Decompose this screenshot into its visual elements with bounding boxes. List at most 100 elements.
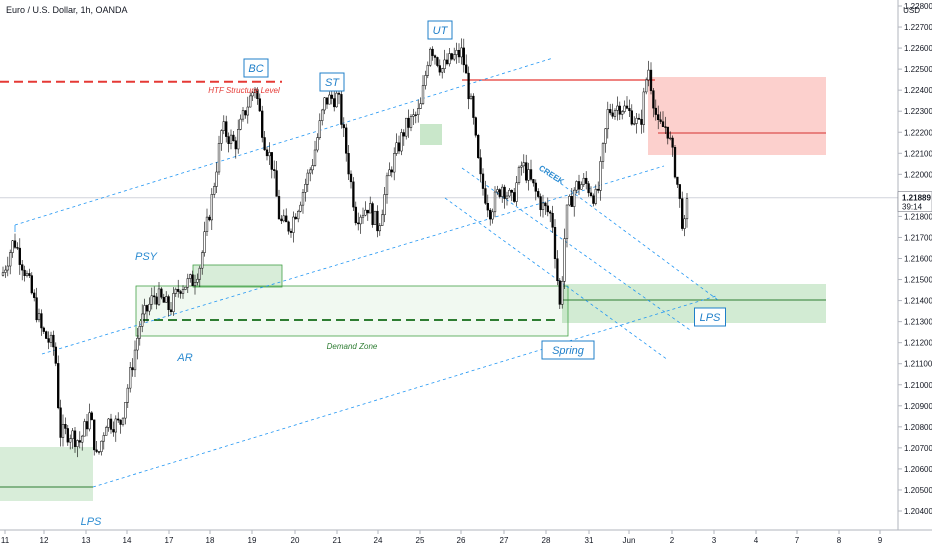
candle bbox=[210, 188, 213, 231]
x-tick-label: 13 bbox=[82, 536, 91, 545]
x-tick-label: 20 bbox=[291, 536, 300, 545]
candle bbox=[611, 103, 614, 119]
annotation-lps: LPS bbox=[81, 516, 102, 528]
bull-candle-body bbox=[189, 274, 192, 279]
bear-candle-body bbox=[678, 184, 681, 199]
candle bbox=[671, 135, 674, 157]
bear-candle-body bbox=[244, 110, 247, 116]
htf-structure-label: HTF Structure Level bbox=[208, 86, 280, 95]
candle bbox=[477, 133, 480, 159]
bear-candle-body bbox=[640, 119, 643, 125]
candle bbox=[292, 211, 295, 243]
creek-channel-1 bbox=[461, 167, 691, 331]
bear-candle-body bbox=[431, 48, 434, 56]
bear-candle-body bbox=[402, 132, 405, 137]
candle bbox=[640, 109, 643, 134]
candle bbox=[306, 169, 309, 193]
y-tick-label: 1.22700 bbox=[904, 23, 932, 32]
x-tick-label: 26 bbox=[457, 536, 466, 545]
candle bbox=[676, 176, 679, 189]
bear-candle-body bbox=[66, 428, 69, 443]
candle bbox=[491, 208, 494, 224]
bull-candle-body bbox=[323, 97, 326, 111]
candle bbox=[261, 105, 264, 143]
candle bbox=[342, 117, 345, 137]
bull-candle-body bbox=[647, 69, 650, 81]
candle bbox=[553, 219, 557, 269]
candle bbox=[489, 207, 492, 226]
bear-candle-body bbox=[659, 119, 662, 122]
bull-candle-body bbox=[215, 171, 218, 187]
candle bbox=[673, 144, 677, 179]
bull-candle-body bbox=[186, 278, 189, 288]
psy-zone bbox=[192, 264, 283, 288]
bull-candle-body bbox=[299, 204, 302, 212]
candle bbox=[414, 111, 417, 124]
candle bbox=[609, 103, 612, 116]
x-tick-label: 12 bbox=[40, 536, 49, 545]
bear-candle-body bbox=[85, 421, 89, 430]
candle bbox=[157, 281, 161, 306]
bull-candle-body bbox=[105, 427, 108, 436]
bull-candle-body bbox=[508, 189, 511, 197]
bull-candle-body bbox=[491, 211, 494, 220]
bull-candle-body bbox=[328, 94, 331, 105]
bull-candle-body bbox=[443, 59, 446, 69]
candle bbox=[167, 294, 170, 317]
candle bbox=[666, 126, 669, 145]
candle bbox=[16, 242, 19, 250]
bull-candle-body bbox=[645, 79, 648, 93]
bull-candle-body bbox=[685, 198, 689, 220]
candle bbox=[582, 173, 585, 188]
candle bbox=[678, 184, 681, 208]
bear-candle-body bbox=[676, 176, 679, 185]
candle bbox=[522, 154, 525, 174]
bear-candle-body bbox=[232, 134, 235, 141]
demand-zone-low bbox=[0, 447, 93, 501]
candle bbox=[369, 196, 372, 214]
candle bbox=[455, 42, 458, 64]
candle bbox=[241, 106, 245, 122]
candle bbox=[246, 96, 249, 124]
bull-candle-body bbox=[148, 303, 151, 312]
candle bbox=[532, 179, 535, 187]
bull-candle-body bbox=[229, 134, 233, 144]
candle bbox=[321, 108, 324, 126]
candle bbox=[78, 431, 81, 449]
bull-candle-body bbox=[520, 165, 523, 168]
bear-candle-body bbox=[16, 247, 19, 249]
supply-zone bbox=[648, 77, 826, 155]
bear-candle-body bbox=[467, 72, 470, 100]
bear-candle-body bbox=[256, 89, 259, 99]
candle bbox=[18, 238, 21, 275]
bear-candle-body bbox=[589, 192, 593, 197]
bull-candle-body bbox=[71, 430, 74, 439]
bear-candle-body bbox=[450, 53, 453, 60]
candle bbox=[407, 109, 410, 138]
candle bbox=[318, 113, 321, 140]
bear-candle-body bbox=[261, 110, 264, 138]
candle bbox=[263, 130, 266, 151]
bear-candle-body bbox=[397, 142, 401, 152]
bull-candle-body bbox=[635, 117, 638, 124]
candle bbox=[433, 54, 437, 65]
bull-candle-body bbox=[222, 121, 225, 131]
bear-candle-body bbox=[630, 110, 633, 125]
bull-candle-body bbox=[196, 278, 199, 283]
bull-candle-body bbox=[505, 195, 509, 199]
bear-candle-body bbox=[18, 247, 21, 265]
candle bbox=[340, 91, 343, 129]
bear-candle-body bbox=[30, 275, 33, 294]
bear-candle-body bbox=[657, 114, 660, 121]
bull-candle-body bbox=[165, 296, 168, 303]
candle bbox=[664, 116, 667, 135]
bear-candle-body bbox=[33, 292, 36, 298]
bear-candle-body bbox=[354, 206, 357, 224]
bear-candle-body bbox=[208, 216, 211, 221]
bull-candle-body bbox=[282, 215, 285, 222]
y-tick-label: 1.21500 bbox=[904, 276, 932, 285]
bear-candle-body bbox=[337, 92, 341, 95]
annotation-bc: BC bbox=[248, 63, 263, 75]
